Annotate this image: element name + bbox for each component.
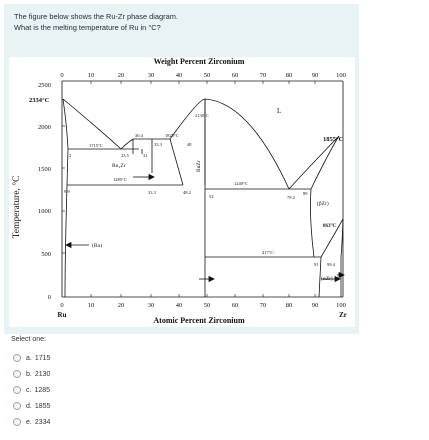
bottom-tick: 100 xyxy=(336,302,346,309)
eutectic-1240-label: 1240°C xyxy=(234,181,248,186)
comp-label: 31 xyxy=(143,153,148,158)
option-b[interactable]: b. 2130 xyxy=(8,366,308,382)
y-tick: 500 xyxy=(41,251,51,258)
ru2zr-phase-label: Ru₂Zr xyxy=(112,163,126,169)
comp-label: 9.9 xyxy=(64,189,70,194)
top-tick: 50 xyxy=(204,72,211,79)
option-letter: e. xyxy=(26,418,32,426)
phase-diagram-figure: Weight Percent Zirconium 0 10 20 30 40 5… xyxy=(9,57,355,327)
comp-label: 48 xyxy=(187,142,192,147)
option-letter: d. xyxy=(26,402,32,410)
right-component-label: Zr xyxy=(339,311,347,319)
bottom-tick: 50 xyxy=(204,302,211,309)
max-temp-label: 2130°C xyxy=(195,113,209,118)
top-tick: 90 xyxy=(312,72,319,79)
radio-button[interactable] xyxy=(13,418,21,426)
bottom-tick: 90 xyxy=(312,302,319,309)
liquid-region-label: L xyxy=(277,107,281,115)
bottom-axis-label: Atomic Percent Zirconium xyxy=(153,316,245,325)
comp-label: 2 xyxy=(69,153,71,158)
option-text: 1715 xyxy=(34,354,51,362)
bottom-tick: 60 xyxy=(232,302,239,309)
ru-phase-label: (Ru) xyxy=(92,242,102,249)
option-letter: a. xyxy=(26,354,32,362)
comp-label: 30.4 xyxy=(135,133,144,138)
bottom-tick: 40 xyxy=(176,302,183,309)
arrows xyxy=(65,173,345,283)
comp-label: 89 xyxy=(303,191,308,196)
bottom-tick: 30 xyxy=(148,302,155,309)
axes-frame xyxy=(61,80,344,298)
comp-label: 91 xyxy=(314,262,319,267)
bzr-phase-label: (βZr) xyxy=(317,200,329,207)
top-tick: 70 xyxy=(260,72,267,79)
phase-diagram: Weight Percent Zirconium 0 10 20 30 40 5… xyxy=(11,57,347,325)
comp-label: 79.2 xyxy=(287,195,295,200)
comp-label: 99.4 xyxy=(327,262,336,267)
left-component-label: Ru xyxy=(58,311,67,319)
option-letter: c. xyxy=(26,386,32,394)
comp-label: 48.2 xyxy=(183,190,191,195)
bottom-tick: 70 xyxy=(260,302,267,309)
option-e[interactable]: e. 2334 xyxy=(8,414,308,430)
option-a[interactable]: a. 1715 xyxy=(8,350,308,366)
eutectoid-417-label: 417°C xyxy=(262,250,274,255)
ruzr-phase-label: RuZr xyxy=(196,160,202,172)
phase-boundaries xyxy=(62,98,344,298)
top-tick: 80 xyxy=(286,72,293,79)
top-tick: 30 xyxy=(148,72,155,79)
top-axis-label: Weight Percent Zirconium xyxy=(154,57,245,66)
y-tick: 2000 xyxy=(38,124,51,131)
option-d[interactable]: d. 1855 xyxy=(8,398,308,414)
y-tick: 1500 xyxy=(38,166,51,173)
question-text: The figure below shows the Ru-Zr phase d… xyxy=(14,12,178,32)
ru-melt-label: 2334°C xyxy=(29,97,50,104)
tick-marks xyxy=(62,81,316,297)
option-text: 1855 xyxy=(34,402,51,410)
zr-trans-label: 863°C xyxy=(323,224,336,229)
top-tick: 40 xyxy=(176,72,183,79)
y-axis-label: Temperature, °C xyxy=(11,176,22,239)
radio-button[interactable] xyxy=(13,386,21,394)
radio-button[interactable] xyxy=(13,354,21,362)
option-text: 2130 xyxy=(34,370,51,378)
peritectic-1825-label: 1825°C xyxy=(165,133,179,138)
top-tick: 60 xyxy=(232,72,239,79)
top-tick: 100 xyxy=(336,72,346,79)
bottom-tick: 10 xyxy=(88,302,95,309)
option-c[interactable]: c. 1285 xyxy=(8,382,308,398)
comp-label: 33.3 xyxy=(154,142,163,147)
option-letter: b. xyxy=(26,370,32,378)
radio-button[interactable] xyxy=(13,370,21,378)
top-tick: 20 xyxy=(118,72,125,79)
azr-phase-label: (αZr) xyxy=(321,275,333,282)
bottom-tick: 20 xyxy=(118,302,125,309)
select-one-label: Select one: xyxy=(11,336,47,343)
top-tick: 0 xyxy=(60,72,63,79)
answer-area: Select one: a. 1715 b. 2130 c. 1285 d. 1… xyxy=(8,336,308,430)
top-tick: 10 xyxy=(88,72,95,79)
eutectic-1715-label: 1715°C xyxy=(89,143,103,148)
zr-melt-label: 1855°C xyxy=(323,136,344,143)
y-tick: 1000 xyxy=(38,208,51,215)
radio-button[interactable] xyxy=(13,402,21,410)
option-text: 2334 xyxy=(34,418,51,426)
comp-label: 33.3 xyxy=(148,190,157,195)
comp-label: 23.5 xyxy=(121,153,130,158)
bottom-tick: 0 xyxy=(60,302,63,309)
y-tick: 0 xyxy=(48,294,51,301)
option-text: 1285 xyxy=(34,386,51,394)
bottom-tick: 80 xyxy=(286,302,293,309)
y-tick: 2500 xyxy=(38,82,51,89)
transition-1285-label: 1285°C xyxy=(113,177,127,182)
comp-label: 52 xyxy=(209,194,214,199)
